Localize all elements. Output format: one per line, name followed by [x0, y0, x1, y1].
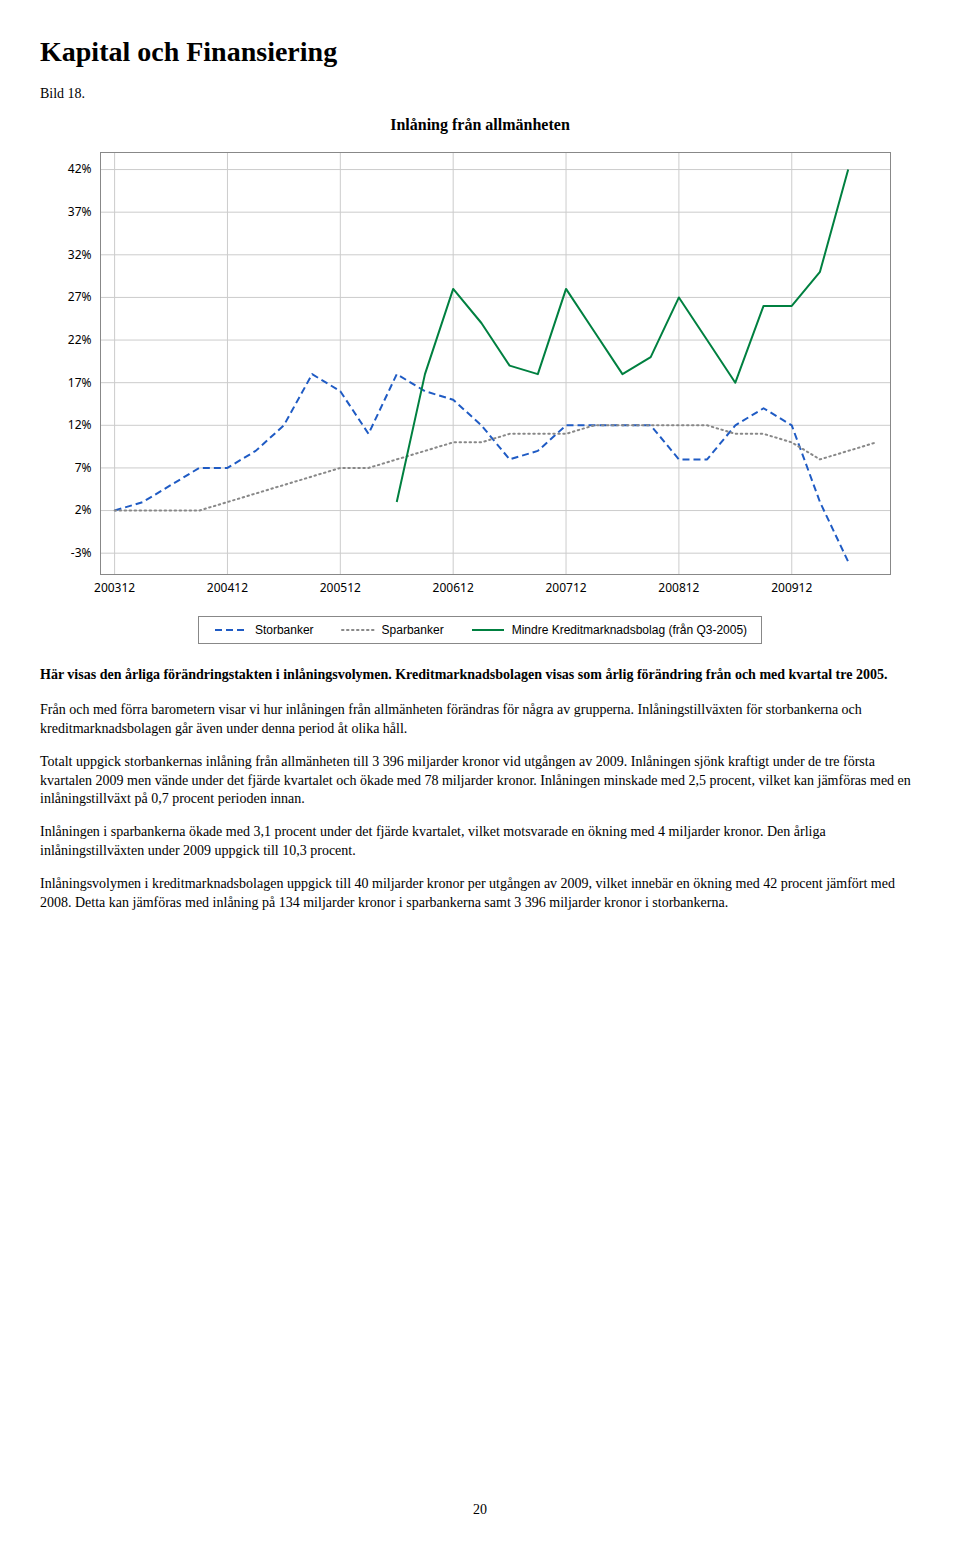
svg-text:12%: 12%	[68, 416, 92, 433]
svg-text:200812: 200812	[658, 579, 699, 596]
svg-text:200512: 200512	[320, 579, 361, 596]
svg-text:22%: 22%	[68, 331, 92, 348]
svg-text:7%: 7%	[75, 459, 92, 476]
html-text:Från och med förra barometern: Från och med förra barometern visar vi h…	[40, 701, 862, 736]
html-text:Inlåningen i sparbankerna ökad: Inlåningen i sparbankerna ökade med 3,1 …	[40, 824, 826, 859]
html-text:Mindre Kreditmarknadsbolag (fr: Mindre Kreditmarknadsbolag (från Q3-2005…	[511, 623, 748, 637]
svg-text:2%: 2%	[75, 501, 92, 518]
svg-text:200712: 200712	[545, 579, 586, 596]
svg-text:200612: 200612	[433, 579, 474, 596]
svg-text:-3%: -3%	[71, 544, 92, 561]
svg-text:200412: 200412	[207, 579, 248, 596]
svg-text:32%: 32%	[68, 246, 92, 263]
html-text:20: 20	[473, 1502, 487, 1517]
svg-text:27%: 27%	[68, 288, 92, 305]
html-text:Bild 18.: Bild 18.	[40, 86, 86, 101]
html-text:Här visas den årliga förändrin: Här visas den årliga förändringstakten i…	[40, 667, 888, 682]
svg-text:200312: 200312	[94, 579, 135, 596]
html-text:Inlåning från allmänheten: Inlåning från allmänheten	[390, 116, 570, 133]
svg-text:42%: 42%	[68, 160, 92, 177]
svg-text:200912: 200912	[771, 579, 812, 596]
html-text:Sparbanker: Sparbanker	[381, 623, 444, 637]
html-text:Totalt uppgick storbankernas i: Totalt uppgick storbankernas inlåning fr…	[40, 753, 911, 807]
svg-text:37%: 37%	[68, 203, 92, 220]
html-text:Inlåningsvolymen i kreditmarkn: Inlåningsvolymen i kreditmarknadsbolagen…	[40, 876, 895, 910]
svg-text:17%: 17%	[68, 374, 92, 391]
html-text:Storbanker: Storbanker	[254, 623, 314, 637]
html-text:Kapital och Finansiering: Kapital och Finansiering	[40, 36, 338, 67]
